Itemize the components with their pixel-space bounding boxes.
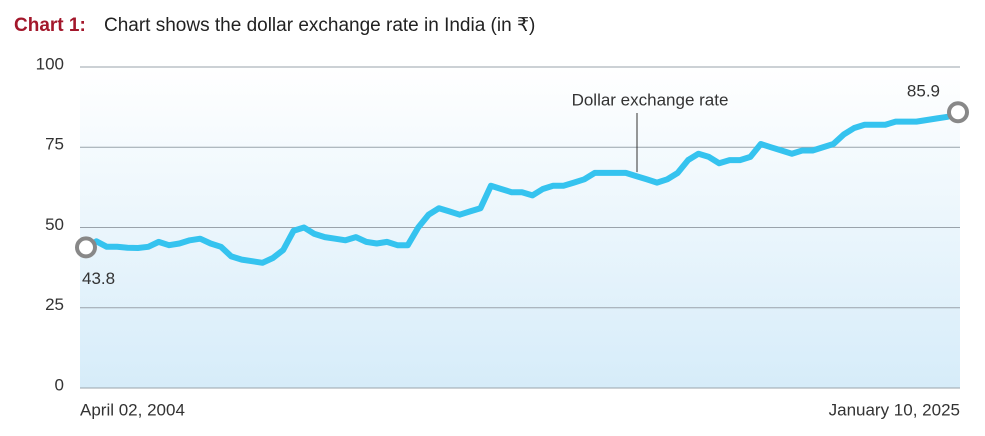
series-label: Dollar exchange rate: [572, 90, 729, 109]
y-tick-label: 25: [45, 295, 64, 314]
value-label: 43.8: [82, 269, 115, 288]
endpoint-marker: [75, 236, 97, 259]
y-tick-label: 0: [55, 375, 64, 394]
y-tick-label: 100: [36, 54, 64, 73]
y-tick-label: 50: [45, 215, 64, 234]
value-label: 85.9: [907, 82, 940, 101]
x-tick-label: April 02, 2004: [80, 400, 185, 419]
title-label: Chart 1:: [14, 15, 86, 36]
chart-title: Chart shows the dollar exchange rate in …: [104, 15, 535, 36]
line: [84, 109, 960, 266]
y-tick-label: 75: [45, 135, 64, 154]
x-tick-label: January 10, 2025: [829, 400, 960, 419]
endpoint-marker: [947, 101, 969, 124]
